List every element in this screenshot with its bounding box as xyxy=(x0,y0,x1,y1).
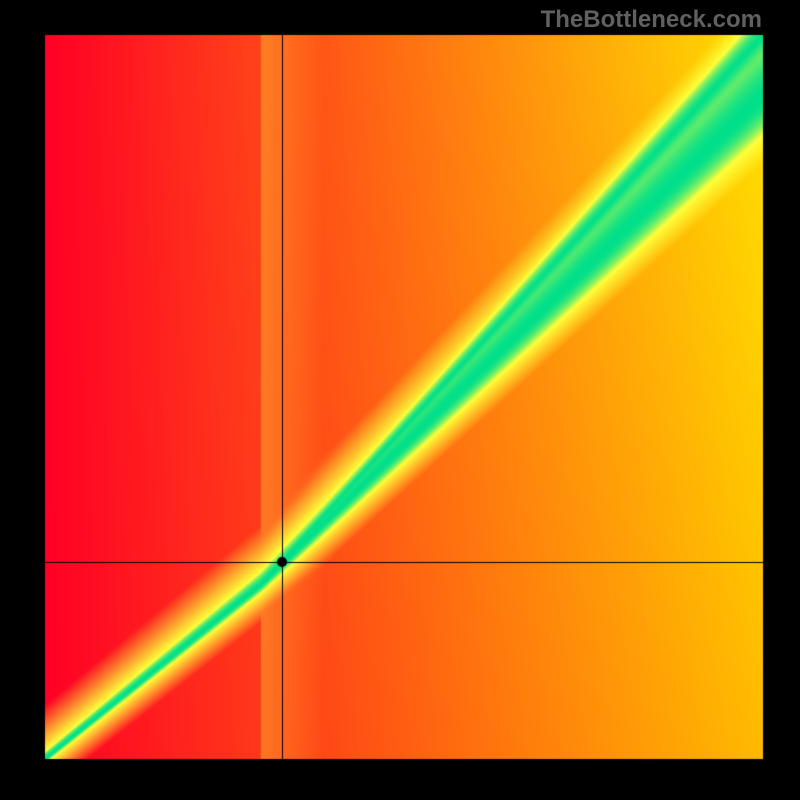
bottleneck-heatmap xyxy=(0,0,800,800)
watermark-text: TheBottleneck.com xyxy=(541,6,762,34)
